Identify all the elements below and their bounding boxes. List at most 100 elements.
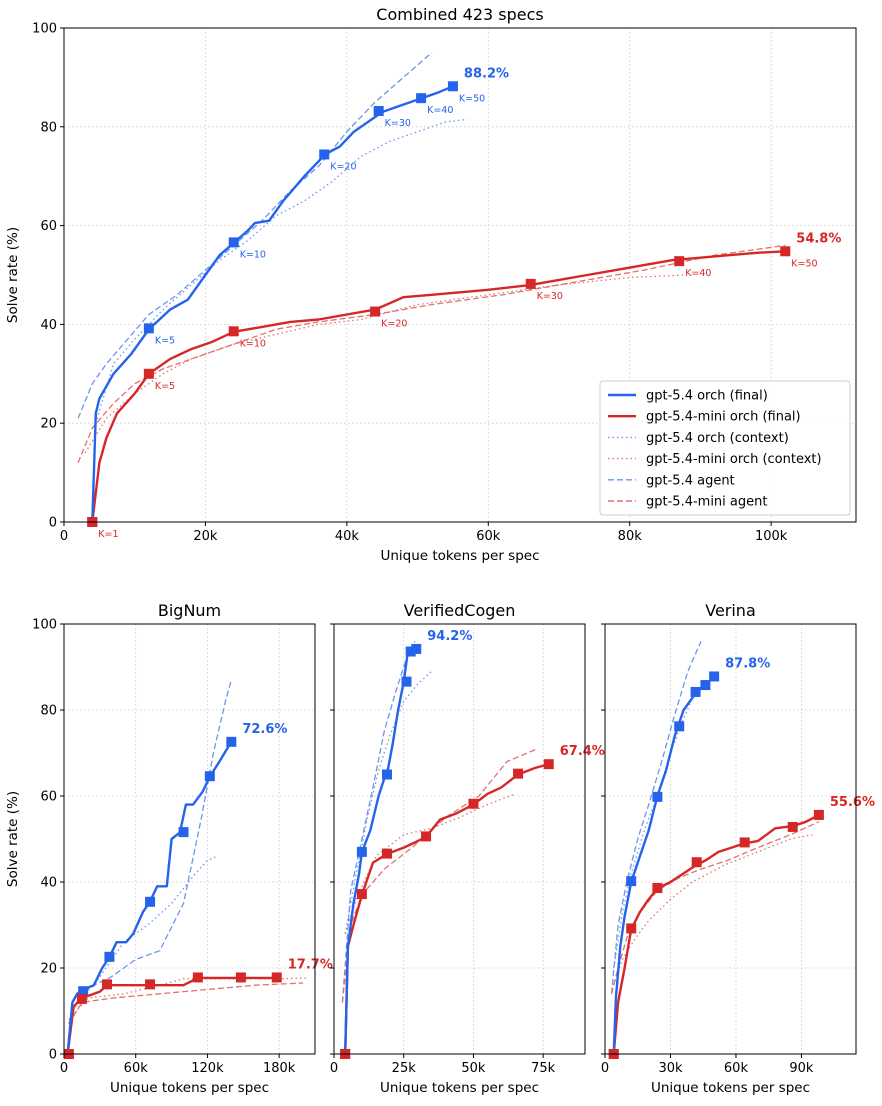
panel-verina: 87.8% 55.6% 0 30k 60k 90k Verina Unique tokens … [601,601,875,1096]
axes-frame [333,623,586,1055]
panel-bignum: 72.6% 17.7% 0 60k 120k 180k 0 20 40 60 80 100 BigNum… [5,601,333,1096]
marker [813,809,824,820]
x-tick-label: 25k [392,1061,417,1076]
y-axis-label: Solve rate (%) [5,791,21,887]
series-line-gpt-5-4-orch-context- [613,688,698,969]
marker [405,646,416,657]
marker [674,721,685,732]
marker [700,680,711,691]
marker [271,972,282,983]
y-tick-label: 40 [40,876,57,891]
final-value-label: 67.4% [560,744,605,759]
x-tick-label: 50k [461,1061,486,1076]
chart-title: Verina [705,601,756,620]
marker [411,643,422,654]
marker [192,972,203,983]
marker [76,993,87,1004]
marker [780,246,791,257]
k-label: K=10 [240,249,266,260]
axes-frame [63,623,316,1055]
legend-label: gpt-5.4 orch (context) [646,431,789,446]
x-axis-label: Unique tokens per spec [380,1080,539,1096]
series-line-gpt-5-4-mini-agent [77,244,786,463]
marker [356,846,367,857]
marker [226,736,237,747]
series-line-gpt-5-4-mini-orch-final- [612,813,820,1054]
x-tick-label: 75k [531,1061,556,1076]
panel-verifiedcogen: 94.2% 67.4% 0 25k 50k 75k VerifiedCogen Unique … [330,601,605,1096]
marker [381,769,392,780]
panel-combined: K=5 K=10 K=20 K=30 K=40 K=50 88.2% K=1 K=5 K=10 K=… [5,5,857,564]
x-tick-label: 0 [60,529,68,544]
marker [691,857,702,868]
marker [178,827,189,838]
x-tick-label: 100k [755,529,788,544]
series-line-gpt-5-4-orch-context- [344,670,433,934]
marker [228,326,239,337]
marker [416,93,427,104]
axes-frame [63,27,857,523]
marker [513,768,524,779]
marker [102,979,113,990]
marker [652,791,663,802]
marker [401,676,412,687]
marker [787,821,798,832]
series-line-gpt-5-4-orch-final- [91,85,454,522]
marker [652,883,663,894]
final-value-label: 55.6% [830,795,875,810]
x-axis-label: Unique tokens per spec [380,548,539,564]
y-tick-label: 20 [40,417,57,432]
final-value-label: 87.8% [725,656,770,671]
y-tick-label: 60 [40,790,57,805]
x-tick-label: 0 [601,1061,609,1076]
marker [78,986,89,997]
k-label: K=20 [330,161,356,172]
series-line-gpt-5-4-mini-orch-final- [66,976,277,1054]
final-value-label: 17.7% [288,957,333,972]
series-line-gpt-5-4-mini-orch-context- [344,793,516,934]
k-label: K=5 [155,335,175,346]
x-tick-label: 0 [330,1061,338,1076]
marker [143,323,154,334]
marker [319,149,330,160]
marker [228,237,239,248]
marker [104,951,115,962]
marker [421,831,432,842]
k-label: K=50 [459,93,485,104]
y-tick-label: 0 [49,1048,57,1063]
marker [143,368,154,379]
k-label: K=40 [685,268,711,279]
series-line-gpt-5-4-mini-orch-context- [613,834,813,986]
legend-label: gpt-5.4 orch (final) [646,389,768,404]
x-tick-label: 20k [193,529,218,544]
marker [525,278,536,289]
legend-label: gpt-5.4-mini orch (final) [646,410,801,425]
x-tick-label: 60k [124,1061,149,1076]
axes-frame [604,623,857,1055]
marker [381,848,392,859]
chart-title: Combined 423 specs [376,5,543,24]
marker [674,256,685,267]
marker [204,771,215,782]
final-value-label: 54.8% [796,231,841,246]
series-line-gpt-5-4-mini-orch-context- [84,274,687,454]
series-line-gpt-5-4-orch-final- [344,647,417,1054]
marker [447,81,458,92]
legend-label: gpt-5.4 agent [646,473,735,488]
x-tick-label: 40k [335,529,360,544]
legend: gpt-5.4 orch (final) gpt-5.4-mini orch (f… [599,380,851,516]
y-tick-label: 100 [32,22,57,37]
final-value-label: 88.2% [464,66,509,81]
chart-title: BigNum [158,601,221,620]
y-tick-label: 60 [40,219,57,234]
k-label: K=20 [381,319,407,330]
x-axis-label: Unique tokens per spec [110,1080,269,1096]
x-tick-label: 0 [60,1061,68,1076]
marker [356,889,367,900]
series-line-gpt-5-4-mini-agent [68,982,304,1025]
x-tick-label: 120k [191,1061,224,1076]
k-label: K=1 [98,529,118,540]
series-line-gpt-5-4-mini-agent [341,748,538,1003]
series-line-gpt-5-4-agent [341,640,416,1003]
plot-area [610,640,820,1054]
